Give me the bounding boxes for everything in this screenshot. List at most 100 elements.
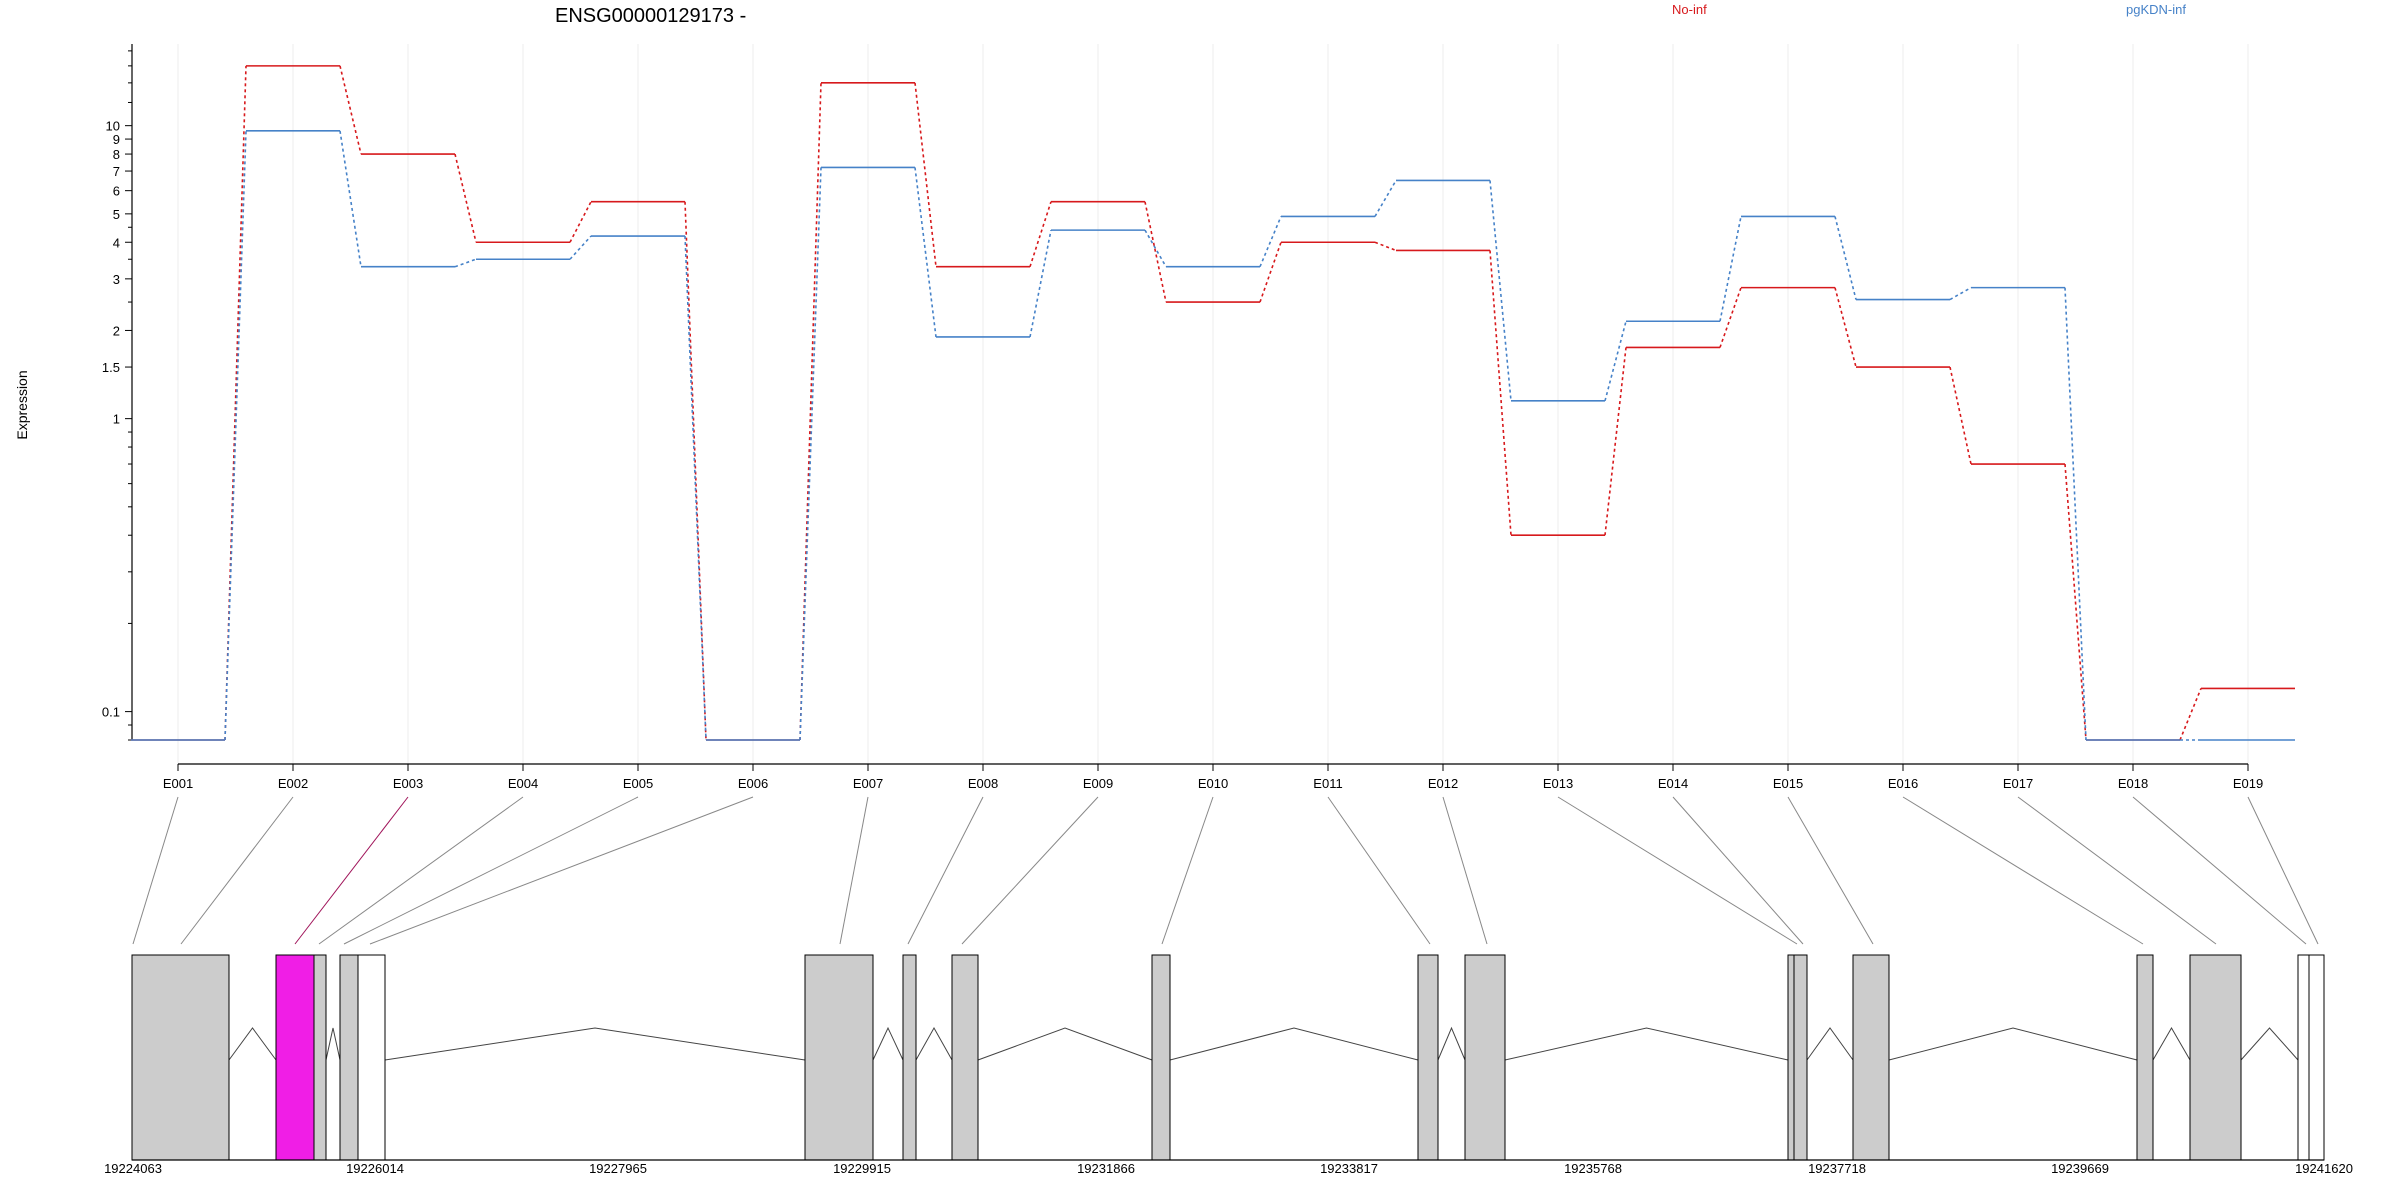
series-transition	[1144, 229, 1167, 268]
series-transition	[224, 65, 247, 741]
exon-connector-e017	[2017, 796, 2217, 945]
exon-connector-e004	[318, 796, 524, 945]
gene-model: 19224063 19226014 19227965 19229915 19231866…	[104, 954, 2353, 1176]
y-tick-label: 0.1	[102, 705, 120, 720]
series-transition	[339, 130, 362, 267]
y-tick-label: 1	[113, 412, 120, 427]
x-tick-label-e018: E018	[2118, 776, 2148, 791]
series-transition	[1604, 347, 1627, 536]
highlighted-exon-box	[275, 954, 315, 1161]
series-transition	[454, 258, 477, 268]
y-tick-label: 10	[106, 119, 120, 134]
exon-box	[2136, 954, 2154, 1161]
grid-lines	[177, 44, 2249, 764]
series-transition	[1144, 201, 1167, 303]
intron-line	[228, 1027, 277, 1061]
series-transition	[1374, 241, 1397, 252]
series-transition	[569, 201, 592, 243]
exon-connector-e001	[132, 796, 179, 945]
exon-box	[339, 954, 359, 1161]
x-tick-label-e003: E003	[393, 776, 423, 791]
series-transition	[1374, 180, 1397, 217]
intron-line	[1437, 1026, 1466, 1061]
coordinate-label: 19233817	[1320, 1161, 1378, 1176]
exon-connector-e012	[1442, 796, 1488, 945]
y-axis-label: Expression	[14, 370, 30, 439]
intron-line	[915, 1026, 953, 1061]
series-no-inf	[131, 65, 2295, 741]
series-transition	[2064, 463, 2087, 741]
series-transition	[224, 130, 247, 741]
exon-connector-e018	[2132, 796, 2307, 945]
series-transition	[1834, 287, 1857, 368]
exon-box	[2189, 954, 2242, 1161]
series-transition	[1949, 286, 1972, 301]
y-tick-label: 9	[113, 132, 120, 147]
exon-connector-e008	[907, 796, 984, 945]
series-transition	[454, 153, 477, 243]
series-transition	[1719, 216, 1742, 322]
y-tick-label: 5	[113, 207, 120, 222]
legend-entry-pgkdn-inf: pgKDN-inf	[2126, 2, 2186, 17]
series-pgkdn-inf	[131, 130, 2295, 741]
exon-box	[131, 954, 230, 1161]
series-transition	[914, 82, 937, 267]
exon-connector-e005	[343, 796, 639, 945]
intron-line	[325, 1027, 341, 1061]
exon-box	[902, 954, 917, 1161]
x-tick-label-e019: E019	[2233, 776, 2263, 791]
y-tick-label: 7	[113, 164, 120, 179]
exon-box	[804, 954, 874, 1161]
exon-box	[1417, 954, 1439, 1161]
series-transition	[1489, 180, 1512, 401]
intron-line	[1504, 1027, 1789, 1061]
y-tick-label: 1.5	[102, 360, 120, 375]
x-tick-label-e016: E016	[1888, 776, 1918, 791]
exon-box	[2308, 954, 2325, 1161]
legend-entry-no-inf: No-inf	[1672, 2, 1707, 17]
exon-box	[313, 954, 327, 1161]
exon-connector-e007	[839, 796, 869, 945]
x-tick-label-e005: E005	[623, 776, 653, 791]
series-transition	[1489, 250, 1512, 536]
x-tick-label-e006: E006	[738, 776, 768, 791]
coordinate-label: 19239669	[2051, 1161, 2109, 1176]
x-tick-label-e012: E012	[1428, 776, 1458, 791]
coordinate-label: 19231866	[1077, 1161, 1135, 1176]
series-transition	[1834, 216, 1857, 300]
x-tick-label-e013: E013	[1543, 776, 1573, 791]
exon-box	[1852, 954, 1890, 1161]
coordinate-label: 19241620	[2295, 1161, 2353, 1176]
exon-box	[1787, 954, 1795, 1161]
x-tick-label-e011: E011	[1313, 776, 1342, 791]
exon-box	[1151, 954, 1171, 1161]
series-transition	[569, 235, 592, 260]
coordinate-label: 19224063	[104, 1161, 162, 1176]
series-transition	[1949, 366, 1972, 465]
exon-connector-e006	[369, 796, 754, 945]
y-tick-label: 4	[113, 235, 120, 250]
intron-line	[1169, 1027, 1419, 1061]
series-transition	[339, 65, 362, 155]
series-transition	[1719, 287, 1742, 348]
series-lines	[131, 65, 2295, 741]
series-transition	[1259, 216, 1282, 268]
y-tick-label: 3	[113, 272, 120, 287]
exon-connector-e015	[1787, 796, 1874, 945]
x-tick-label-e002: E002	[278, 776, 308, 791]
x-tick-label-e017: E017	[2003, 776, 2033, 791]
x-tick-label-e014: E014	[1658, 776, 1688, 791]
series-transition	[799, 167, 822, 741]
intron-line	[1888, 1027, 2138, 1061]
x-tick-label-e009: E009	[1083, 776, 1113, 791]
series-transition	[1604, 321, 1627, 402]
coordinate-label: 19237718	[1808, 1161, 1866, 1176]
series-transition	[914, 167, 937, 338]
exon-connector-e014	[1672, 796, 1804, 945]
x-tick-label-e001: E001	[163, 776, 193, 791]
x-tick-label-e004: E004	[508, 776, 538, 791]
intron-line	[872, 1026, 904, 1061]
coordinate-label: 19227965	[589, 1161, 647, 1176]
x-tick-label-e007: E007	[853, 776, 883, 791]
